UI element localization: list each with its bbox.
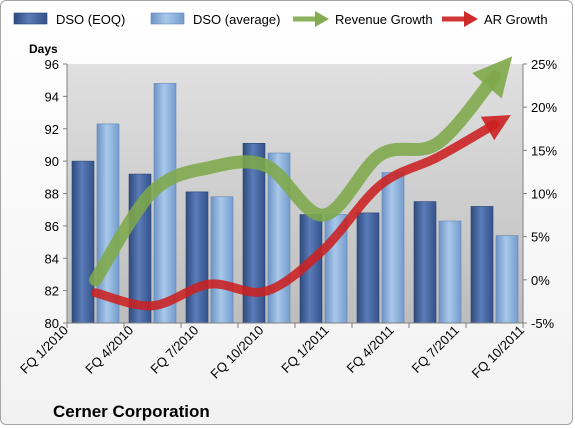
y-tick-label: 80 (45, 316, 59, 331)
y-axis-title: Days (29, 42, 58, 56)
legend-label: DSO (average) (193, 12, 280, 27)
series-line-revenue-growth (89, 56, 513, 287)
legend-swatch (150, 12, 185, 25)
x-tick-label: FQ 4/2011 (343, 323, 396, 376)
y2-tick-label: 0% (531, 273, 550, 288)
y-tick-label: 90 (45, 154, 59, 169)
y-axis-left: 80 82 84 86 88 90 92 94 96 (45, 57, 68, 331)
x-tick-label: FQ 1/2011 (278, 323, 331, 376)
x-tick-label: FQ 10/2010 (207, 323, 266, 382)
x-axis: FQ 1/2010 FQ 4/2010 FQ 7/2010 FQ 10/2010 FQ … (17, 323, 527, 382)
legend-label: Revenue Growth (335, 12, 433, 27)
legend-arrow-icon (315, 11, 329, 27)
bar-dso-eoq-6 (413, 201, 437, 324)
y-axis-right: -5% 0% 5% 10% 15% 20% 25% (522, 57, 557, 331)
lines-layer (89, 56, 513, 311)
y2-tick-label: 20% (531, 100, 557, 115)
y-tick-label: 86 (45, 219, 59, 234)
bar-dso-average-2 (210, 196, 234, 324)
bar-dso-average-1 (153, 83, 177, 324)
y2-tick-label: 25% (531, 57, 557, 72)
y2-tick-label: 5% (531, 230, 550, 245)
x-tick-label: FQ 10/2011 (469, 323, 527, 381)
legend-arrow-icon (464, 11, 478, 27)
series-line-ar-growth (91, 115, 511, 311)
y-tick-label: 84 (45, 251, 59, 266)
bar-dso-eoq-2 (185, 191, 209, 324)
y-tick-label: 88 (45, 187, 59, 202)
y2-tick-label: -5% (531, 316, 555, 331)
x-tick-label: FQ 4/2010 (82, 323, 136, 377)
y-tick-label: 82 (45, 284, 59, 299)
bar-dso-average-5 (381, 172, 405, 324)
y-tick-label: 94 (45, 89, 59, 104)
legend-label: AR Growth (484, 12, 548, 27)
bar-dso-average-7 (495, 235, 519, 324)
y2-tick-label: 15% (531, 143, 557, 158)
bar-dso-eoq-5 (356, 212, 380, 324)
bar-dso-eoq-7 (470, 206, 494, 324)
legend-swatch (13, 12, 48, 25)
bar-dso-eoq-0 (71, 160, 95, 324)
x-tick-label: FQ 7/2010 (147, 323, 201, 377)
legend-label: DSO (EOQ) (56, 12, 125, 27)
y2-tick-label: 10% (531, 187, 557, 202)
y-tick-label: 92 (45, 122, 59, 137)
x-tick-label: FQ 7/2011 (409, 323, 462, 376)
legend: DSO (EOQ) DSO (average) Revenue Growth AR G… (13, 11, 548, 27)
y-tick-label: 96 (45, 57, 59, 72)
chart-caption: Cerner Corporation (53, 402, 210, 421)
bar-dso-average-6 (438, 220, 462, 324)
